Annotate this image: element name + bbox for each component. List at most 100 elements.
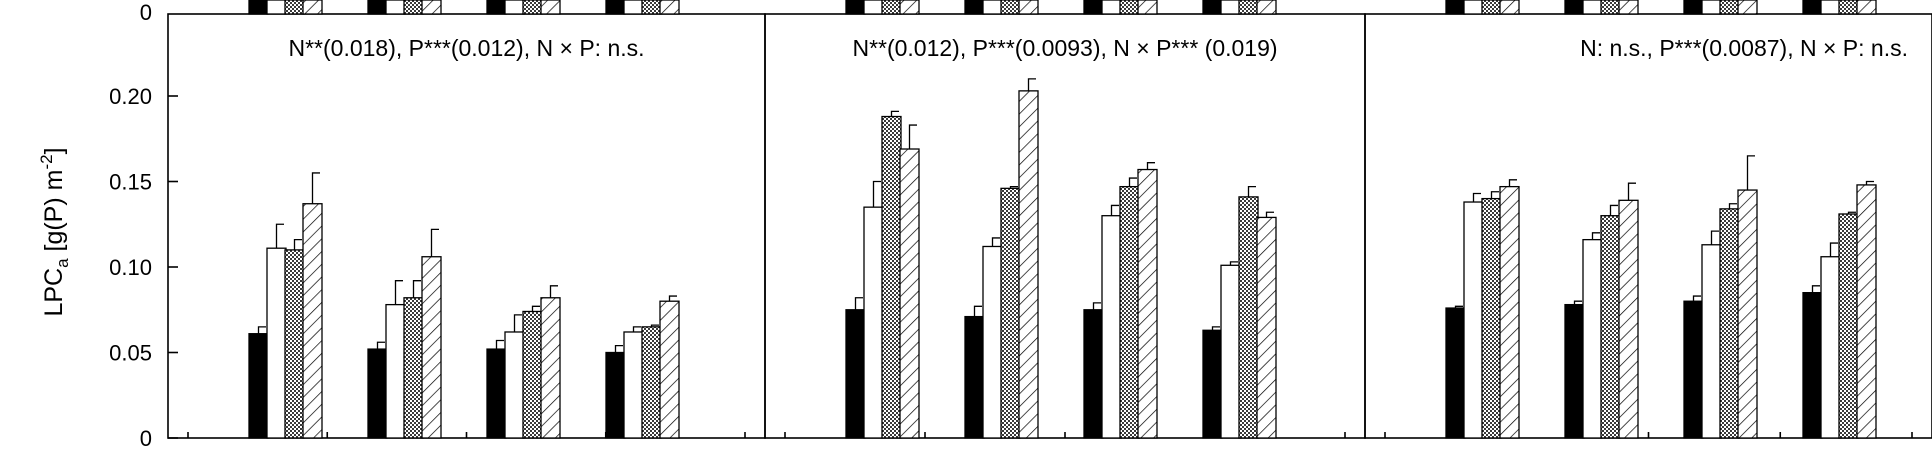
error-bar: [1627, 182, 1636, 201]
previous-row-bar: [486, 0, 507, 15]
error-bar: [1508, 179, 1517, 187]
bar-group: [1445, 179, 1520, 439]
bar: [540, 297, 561, 439]
error-bar: [1811, 285, 1820, 293]
panel-3: N: n.s., P***(0.0087), N × P: n.s.: [1364, 0, 1932, 439]
previous-row-bar: [266, 0, 287, 15]
bar: [1101, 215, 1122, 439]
error-bar: [275, 223, 284, 249]
error-bar: [1128, 177, 1137, 187]
bar: [385, 303, 406, 439]
previous-row-bar: [982, 0, 1003, 15]
bar: [623, 331, 644, 439]
error-bar: [890, 110, 899, 117]
error-bar: [376, 341, 385, 350]
panel-annotation: N**(0.018), P***(0.012), N × P: n.s.: [288, 35, 644, 61]
bar: [486, 348, 507, 439]
error-bar: [1710, 230, 1719, 245]
y-axis-title-main: LPC: [40, 268, 68, 317]
previous-row-bar: [1202, 0, 1223, 15]
bar: [1701, 244, 1722, 439]
bar: [1202, 329, 1223, 439]
panel-1: N**(0.018), P***(0.012), N × P: n.s.: [167, 0, 766, 439]
bar: [1018, 90, 1039, 439]
error-bar: [1265, 211, 1274, 218]
bar: [1802, 291, 1823, 439]
bar-group: [845, 110, 920, 439]
previous-row-bar: [1445, 0, 1466, 15]
bar-group: [605, 295, 680, 439]
error-bar: [1472, 192, 1481, 203]
bar: [302, 203, 323, 439]
previous-row-bar: [623, 0, 644, 15]
previous-row-bar: [845, 0, 866, 15]
error-bar: [1009, 185, 1018, 189]
error-bar: [908, 124, 917, 150]
bar-group: [248, 172, 323, 439]
bar: [1856, 184, 1877, 439]
bar: [504, 331, 525, 439]
error-bar: [531, 305, 540, 312]
bar: [1820, 256, 1841, 439]
bar: [1445, 307, 1466, 439]
previous-row-bar: [1119, 0, 1140, 15]
error-bar: [1746, 155, 1755, 191]
previous-row-bar: [248, 0, 269, 15]
bar: [899, 148, 920, 439]
bar: [367, 348, 388, 439]
y-axis-title-superscript: -2: [37, 154, 56, 169]
error-bar: [1591, 232, 1600, 240]
bar-group: [486, 285, 561, 439]
error-bar: [1847, 211, 1856, 214]
previous-row-bar: [1600, 0, 1621, 15]
bar: [1719, 208, 1740, 439]
previous-row-bar: [1463, 0, 1484, 15]
bar-group: [1564, 182, 1639, 439]
error-bar: [1027, 78, 1036, 91]
previous-row-bar: [1737, 0, 1758, 15]
bar: [1238, 196, 1259, 439]
bar: [845, 309, 866, 439]
bar: [1838, 213, 1859, 439]
bar: [522, 310, 543, 439]
previous-row-bar: [1000, 0, 1021, 15]
y-axis-tick-label: 0.10: [109, 255, 152, 280]
y-axis-title-close: ]: [40, 147, 68, 154]
top-axis-tick-label: 0: [140, 0, 152, 25]
error-bar: [991, 237, 1000, 247]
error-bar: [1490, 191, 1499, 199]
error-bar: [430, 228, 439, 257]
previous-row-bar: [403, 0, 424, 15]
error-bar: [854, 297, 863, 310]
bar: [1463, 201, 1484, 439]
bar: [1000, 187, 1021, 439]
error-bar: [1092, 302, 1101, 310]
bar: [605, 351, 626, 439]
error-bar: [1229, 261, 1238, 266]
bar-group: [1083, 162, 1158, 439]
error-bar: [1146, 162, 1155, 170]
error-bar: [1692, 295, 1701, 302]
error-bar: [412, 280, 421, 298]
previous-row-bar: [1481, 0, 1502, 15]
y-axis-tick-label: 0.20: [109, 84, 152, 109]
bar: [1600, 215, 1621, 439]
error-bar: [293, 238, 302, 250]
error-bar: [1454, 305, 1463, 309]
bar: [881, 115, 902, 439]
bar: [641, 326, 662, 439]
error-bar: [872, 180, 881, 208]
error-bar: [614, 345, 623, 353]
panel-2: N**(0.012), P***(0.0093), N × P*** (0.01…: [764, 0, 1366, 439]
previous-row-bar: [1582, 0, 1603, 15]
previous-row-bar: [964, 0, 985, 15]
previous-row-bar: [1719, 0, 1740, 15]
y-axis-tick-label: 0.05: [109, 341, 152, 366]
bar: [1220, 264, 1241, 439]
previous-row-bar: [367, 0, 388, 15]
bar-group: [1683, 155, 1758, 439]
bar: [1683, 300, 1704, 439]
previous-row-bar: [863, 0, 884, 15]
bar: [248, 333, 269, 439]
bar: [421, 256, 442, 439]
